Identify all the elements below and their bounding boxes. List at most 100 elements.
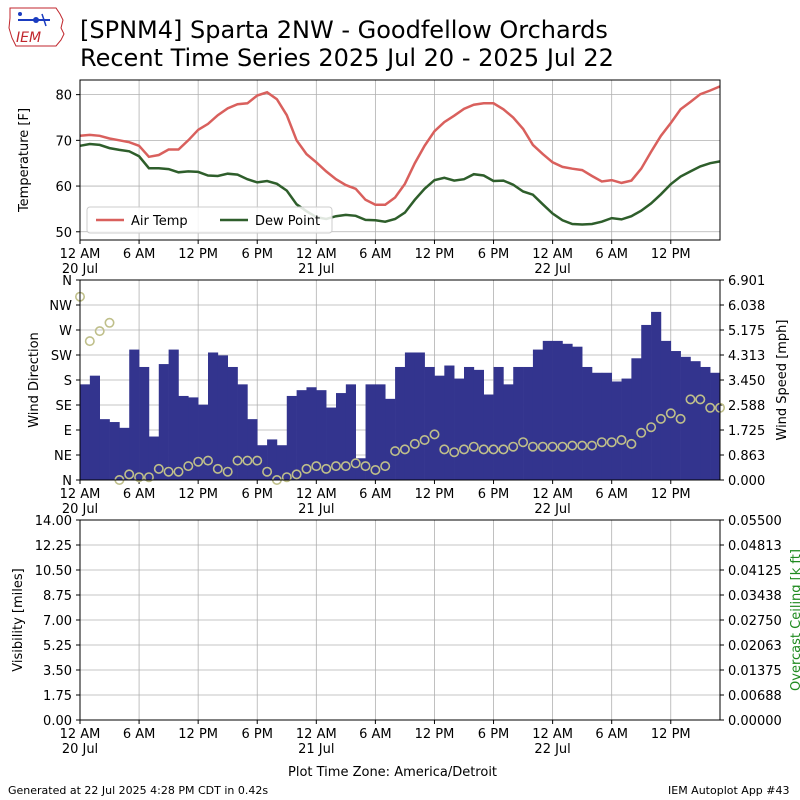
y-tick-label: 5.25: [43, 639, 72, 654]
y-tick-label: 70: [55, 134, 72, 149]
wind-direction-point: [586, 440, 597, 451]
wind-speed-bar: [700, 366, 711, 480]
wind-direction-point: [705, 402, 716, 413]
y-axis-label: Temperature [F]: [17, 108, 32, 213]
wind-direction-point: [301, 463, 312, 474]
wind-speed-bar: [276, 445, 288, 480]
wind-direction-point: [498, 444, 509, 455]
wind-speed-bar: [306, 387, 317, 480]
y-tick-label: 8.75: [43, 589, 72, 604]
wind-speed-bar: [139, 366, 150, 480]
wind-direction-point: [360, 461, 371, 472]
wind-speed-bar: [198, 404, 209, 480]
wind-direction-point: [399, 444, 410, 455]
x-tick-label: 12 AM: [532, 727, 573, 742]
x-date-label: 20 Jul: [62, 742, 98, 757]
wind-direction-point: [616, 434, 627, 445]
wind-speed-bar: [562, 343, 573, 480]
y-tick-label: 0.00: [43, 714, 72, 729]
wind-direction-point: [321, 463, 332, 474]
series-line-air-temp: [79, 85, 721, 207]
y2-tick-label: 6.901: [728, 274, 765, 289]
y-tick-label: W: [59, 324, 72, 339]
wind-speed-bar: [523, 366, 534, 480]
x-tick-label: 12 PM: [651, 727, 691, 742]
wind-speed-bar: [119, 427, 130, 480]
y2-axis-label: Overcast Ceiling [k ft]: [789, 549, 800, 691]
wind-speed-bar: [513, 366, 524, 480]
y-tick-label: 1.75: [43, 689, 72, 704]
wind-direction-point: [380, 461, 391, 472]
x-tick-label: 6 PM: [478, 247, 509, 262]
x-date-label: 21 Jul: [298, 262, 334, 277]
wind-speed-bar: [631, 358, 642, 480]
wind-speed-bar: [188, 397, 199, 480]
x-tick-label: 6 AM: [359, 487, 392, 502]
x-date-label: 22 Jul: [534, 502, 570, 517]
y-tick-label: 12.25: [35, 539, 72, 554]
wind-direction-point: [695, 394, 706, 405]
x-tick-label: 12 PM: [415, 247, 455, 262]
y2-tick-label: 6.038: [728, 299, 765, 314]
y-tick-label: 7.00: [43, 614, 72, 629]
wind-speed-bar: [385, 398, 396, 480]
y2-tick-label: 5.175: [728, 324, 765, 339]
x-tick-label: 6 AM: [595, 727, 628, 742]
y2-tick-label: 0.03438: [728, 589, 782, 604]
wind-speed-bar: [257, 445, 268, 480]
y2-tick-label: 0.863: [728, 449, 765, 464]
wind-speed-bar: [670, 351, 681, 480]
wind-direction-point: [340, 461, 351, 472]
wind-speed-bar: [483, 394, 494, 480]
x-tick-label: 12 AM: [296, 727, 337, 742]
wind-direction-point: [104, 317, 115, 328]
x-tick-label: 6 AM: [123, 727, 156, 742]
logo-text: IEM: [16, 30, 41, 46]
wind-direction-point: [232, 455, 243, 466]
x-tick-label: 12 AM: [60, 727, 101, 742]
y-tick-label: E: [64, 424, 72, 439]
wind-speed-bar: [375, 384, 386, 480]
wind-speed-bar: [158, 364, 169, 480]
wind-speed-bar: [365, 384, 376, 480]
wind-direction-point: [636, 427, 647, 438]
y2-tick-label: 1.725: [728, 424, 765, 439]
y-tick-label: 3.50: [43, 664, 72, 679]
wind-speed-bar: [237, 384, 248, 480]
wind-speed-bar: [690, 361, 701, 480]
wind-direction-point: [212, 463, 223, 474]
wind-direction-point: [173, 466, 184, 477]
x-tick-label: 6 AM: [123, 487, 156, 502]
y2-tick-label: 0.04813: [728, 539, 782, 554]
y2-tick-label: 0.01375: [728, 664, 782, 679]
y2-tick-label: 2.588: [728, 399, 765, 414]
wind-direction-point: [330, 461, 341, 472]
wind-speed-bar: [227, 366, 238, 480]
wind-direction-point: [281, 472, 292, 483]
wind-speed-bar: [267, 439, 278, 480]
wind-speed-bar: [217, 355, 228, 480]
plot-frame: [79, 79, 721, 241]
wind-direction-point: [409, 438, 420, 449]
wind-direction-point: [183, 461, 194, 472]
y2-tick-label: 0.02750: [728, 614, 782, 629]
wind-speed-bar: [286, 395, 297, 480]
y2-tick-label: 3.450: [728, 374, 765, 389]
x-date-label: 20 Jul: [62, 502, 98, 517]
x-tick-label: 6 AM: [595, 247, 628, 262]
x-date-label: 21 Jul: [298, 502, 334, 517]
wind-direction-point: [134, 472, 145, 483]
x-tick-label: 6 PM: [478, 727, 509, 742]
wind-direction-point: [429, 429, 440, 440]
wind-direction-point: [655, 413, 666, 424]
wind-speed-bar: [247, 419, 258, 480]
y2-tick-label: 0.02063: [728, 639, 782, 654]
wind-speed-bar: [404, 352, 416, 480]
x-tick-label: 6 AM: [595, 487, 628, 502]
wind-direction-point: [291, 469, 302, 480]
wind-direction-point: [370, 464, 381, 475]
chart-title: [SPNM4] Sparta 2NW - Goodfellow Orchards: [80, 16, 608, 44]
wind-speed-bar: [532, 349, 544, 480]
wind-direction-point: [646, 422, 657, 433]
y-tick-label: SE: [56, 399, 72, 414]
